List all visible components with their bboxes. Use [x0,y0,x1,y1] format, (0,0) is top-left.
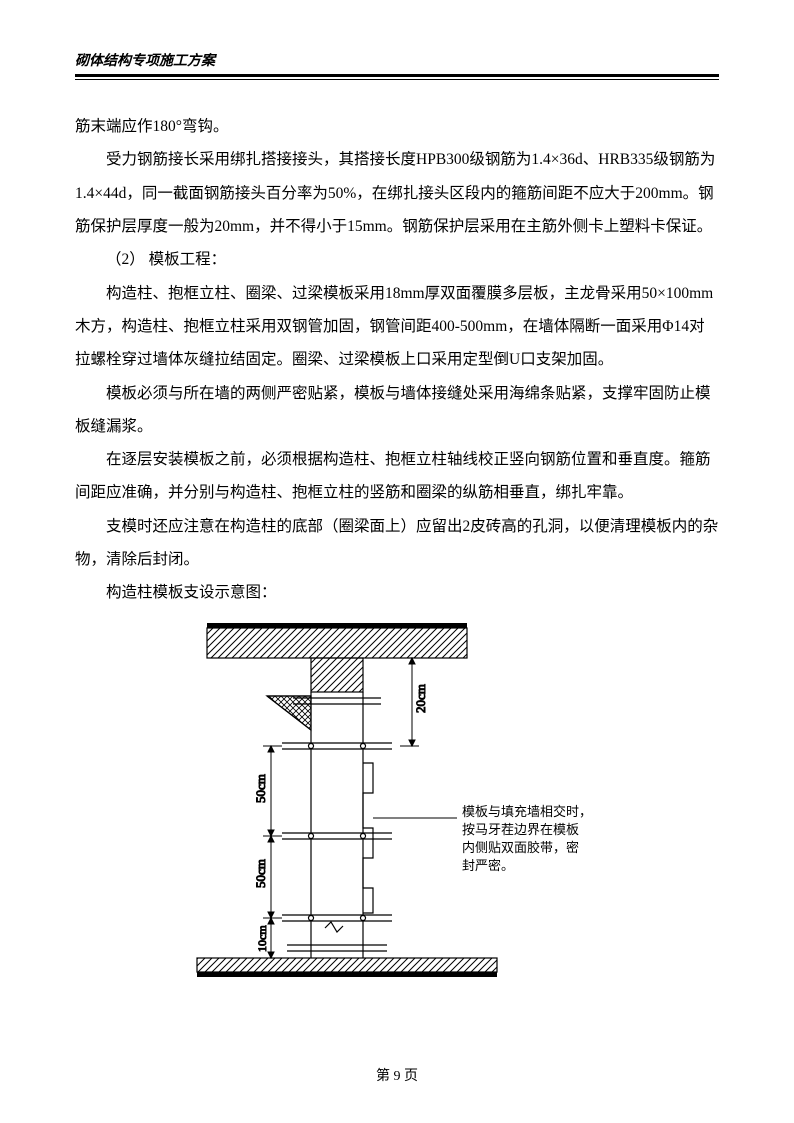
header-title: 砌体结构专项施工方案 [75,50,719,74]
dim-10-label: 10cm [255,924,269,951]
bracket-icon [267,696,311,730]
page-footer: 第 9 页 [0,1065,794,1085]
para-5: 模板必须与所在墙的两侧严密贴紧，模板与墙体接缝处采用海绵条贴紧，支撑牢固防止模板… [75,377,719,444]
note-l1: 模板与填充墙相交时， [462,804,592,819]
dim-20cm: 20cm [400,658,428,746]
para-1: 筋末端应作180°弯钩。 [75,110,719,143]
dim-20-label: 20cm [413,684,428,713]
top-beam [207,623,467,692]
para-2: 受力钢筋接长采用绑扎搭接接头，其搭接长度HPB300级钢筋为1.4×36d、HR… [75,143,719,243]
para-4: 构造柱、抱框立柱、圈梁、过梁模板采用18mm厚双面覆膜多层板，主龙骨采用50×1… [75,277,719,377]
dim-50cm-b: 50cm [253,836,282,918]
note-l3: 内侧贴双面胶带，密 [462,840,579,855]
para-8: 构造柱模板支设示意图： [75,576,719,609]
body-text: 筋末端应作180°弯钩。 受力钢筋接长采用绑扎搭接接头，其搭接长度HPB300级… [75,110,719,610]
para-7: 支模时还应注意在构造柱的底部（圈梁面上）应留出2皮砖高的孔洞，以便清理模板内的杂… [75,510,719,577]
column-body [311,692,363,958]
break-symbol [325,922,343,932]
dim-50cm-a: 50cm [253,746,282,836]
dim-50a-label: 50cm [253,774,268,803]
dim-50b-label: 50cm [253,859,268,888]
note-l2: 按马牙茬边界在模板 [462,822,579,837]
base-slab [197,958,497,977]
header-rule [75,74,719,80]
diagram-area: 20cm 50cm 50cm 10cm [75,618,719,998]
note-l4: 封严密。 [462,858,514,873]
note-text: 模板与填充墙相交时， 按马牙茬边界在模板 内侧贴双面胶带，密 封严密。 [462,804,592,873]
dim-10cm: 10cm [255,918,282,958]
ties [282,698,392,951]
para-6: 在逐层安装模板之前，必须根据构造柱、抱框立柱轴线校正竖向钢筋位置和垂直度。箍筋间… [75,443,719,510]
formwork-diagram: 20cm 50cm 50cm 10cm [167,618,627,998]
para-3: （2） 模板工程： [75,243,719,276]
